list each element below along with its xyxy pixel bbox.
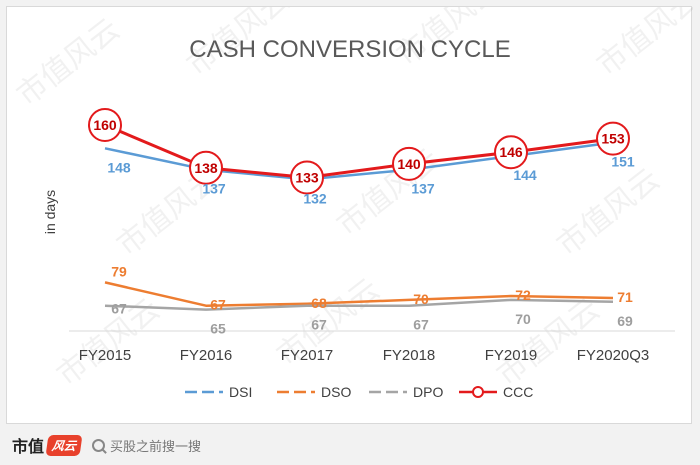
dso-data-label: 68 [311,295,327,311]
ccc-marker [596,121,630,156]
legend: DSI DSO DPO CCC [185,384,533,400]
dso-data-label: 72 [515,287,531,303]
dpo-data-label: 70 [515,311,531,327]
search-icon [92,438,105,452]
data-labels: 160 138 133 140 146 153 148 137 132 137 144 151 79 67… [93,117,635,337]
dsi-data-label: 148 [107,159,131,175]
ccc-marker [290,160,324,195]
ccc-marker [494,135,528,170]
watermark-text: 市值风云 [591,7,693,83]
ccc-data-label: 153 [601,131,625,147]
ccc-data-label: 160 [93,117,117,133]
series-lines [88,108,630,311]
dso-data-label: 70 [413,291,429,307]
dpo-data-label: 67 [413,317,429,333]
x-tick-label: FY2016 [180,347,233,364]
footer-bar: 市值 风云 买股之前搜一搜 [0,426,700,465]
ccc-data-label: 138 [194,160,218,176]
dpo-data-label: 67 [111,301,127,317]
series-line-ccc [104,123,614,179]
dso-data-label: 79 [111,263,127,279]
search-box[interactable]: 买股之前搜一搜 [92,435,222,455]
dpo-data-label: 65 [210,321,226,337]
dpo-data-label: 67 [311,317,327,333]
x-tick-labels: FY2015 FY2016 FY2017 FY2018 FY2019 FY2020Q3 [79,347,650,364]
search-placeholder: 买股之前搜一搜 [110,439,202,455]
series-line-dso [104,281,614,307]
legend-label-dso: DSO [321,384,351,400]
x-tick-label: FY2018 [383,347,436,364]
brand-name: 市值 [12,437,45,456]
dsi-data-label: 144 [513,167,537,183]
dsi-data-label: 137 [202,181,226,197]
legend-label-dpo: DPO [413,384,443,400]
x-tick-label: FY2017 [281,347,334,364]
watermark-text: 市值风云 [551,163,666,263]
dsi-data-label: 137 [411,181,435,197]
x-tick-label: FY2020Q3 [577,347,650,364]
brand-logo[interactable]: 市值 风云 [12,432,83,458]
dsi-data-label: 132 [303,190,327,206]
watermark-text: 市值风云 [491,293,606,393]
x-tick-label: FY2015 [79,347,132,364]
dso-data-label: 67 [210,297,226,313]
x-tick-label: FY2019 [485,347,538,364]
ccc-marker [189,150,223,185]
brand-mark: 风云 [45,434,83,456]
ccc-marker [392,146,426,181]
ccc-data-label: 140 [397,156,421,172]
ccc-data-label: 146 [499,144,523,160]
chart-card: 市值风云 市值风云 市值风云 市值风云 市值风云 市值风云 市值风云 市值风云 市值风云 市值风云… [6,0,700,424]
legend-label-dsi: DSI [229,384,252,400]
ccc-marker [88,108,122,142]
watermark-text: 市值风云 [11,13,126,113]
dso-data-label: 71 [617,289,633,305]
dpo-data-label: 69 [617,313,633,329]
series-line-dpo [104,298,614,311]
legend-marker-ccc [472,386,484,398]
ccc-data-label: 133 [295,169,319,185]
y-axis-label: in days [42,190,58,234]
legend-label-ccc: CCC [503,384,533,400]
dsi-data-label: 151 [611,153,635,169]
chart-title: CASH CONVERSION CYCLE [189,36,510,63]
